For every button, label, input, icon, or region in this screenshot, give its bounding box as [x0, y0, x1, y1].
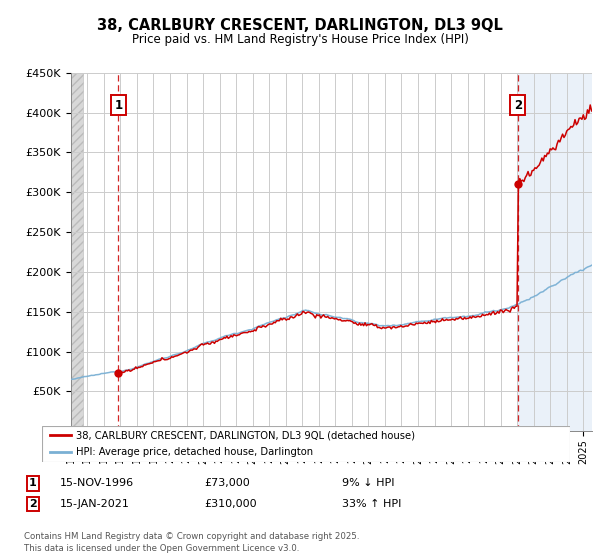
Text: 38, CARLBURY CRESCENT, DARLINGTON, DL3 9QL: 38, CARLBURY CRESCENT, DARLINGTON, DL3 9… — [97, 18, 503, 32]
Text: 15-JAN-2021: 15-JAN-2021 — [60, 499, 130, 509]
Text: 9% ↓ HPI: 9% ↓ HPI — [342, 478, 395, 488]
Text: 1: 1 — [29, 478, 37, 488]
Text: £73,000: £73,000 — [204, 478, 250, 488]
Bar — [71, 73, 83, 431]
Text: 2: 2 — [29, 499, 37, 509]
Text: 15-NOV-1996: 15-NOV-1996 — [60, 478, 134, 488]
Text: 1: 1 — [115, 99, 122, 111]
Text: Price paid vs. HM Land Registry's House Price Index (HPI): Price paid vs. HM Land Registry's House … — [131, 32, 469, 46]
Text: 38, CARLBURY CRESCENT, DARLINGTON, DL3 9QL (detached house): 38, CARLBURY CRESCENT, DARLINGTON, DL3 9… — [76, 431, 415, 440]
Bar — [518, 73, 600, 431]
Bar — [71, 73, 83, 431]
Text: HPI: Average price, detached house, Darlington: HPI: Average price, detached house, Darl… — [76, 447, 313, 457]
Text: Contains HM Land Registry data © Crown copyright and database right 2025.
This d: Contains HM Land Registry data © Crown c… — [24, 533, 359, 553]
Text: 2: 2 — [514, 99, 522, 111]
Text: £310,000: £310,000 — [204, 499, 257, 509]
Text: 33% ↑ HPI: 33% ↑ HPI — [342, 499, 401, 509]
